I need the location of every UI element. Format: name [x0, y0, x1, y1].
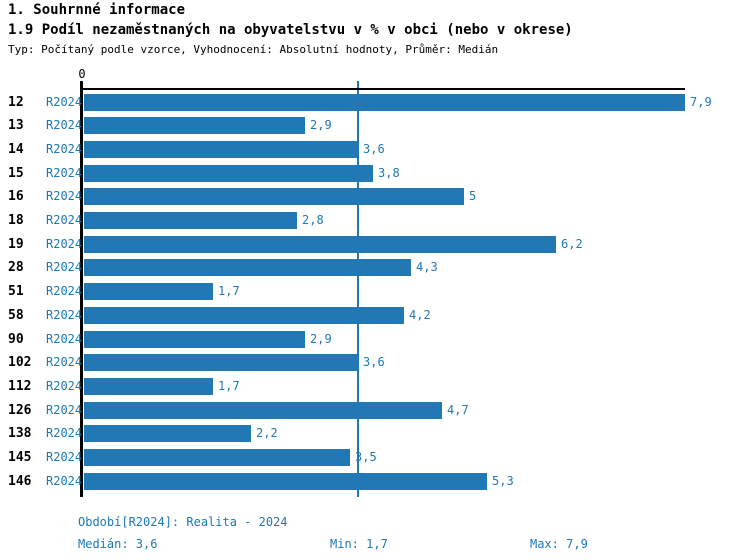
- row-series-label: R2024: [46, 118, 83, 132]
- row-category-label: 19: [8, 237, 24, 252]
- row-series-label: R2024: [46, 260, 83, 274]
- row-series-label: R2024: [46, 332, 83, 346]
- bar-value-label: 1,7: [218, 284, 240, 298]
- bar-value-label: 3,6: [363, 142, 385, 156]
- row-category-label: 58: [8, 308, 24, 323]
- row-series-label: R2024: [46, 426, 83, 440]
- row-category-label: 90: [8, 332, 24, 347]
- stat-max: Max: 7,9: [530, 537, 588, 551]
- bar-146: [84, 473, 487, 490]
- row-series-label: R2024: [46, 379, 83, 393]
- row-series-label: R2024: [46, 189, 83, 203]
- bar-12: [84, 94, 685, 111]
- bar-value-label: 7,9: [690, 95, 712, 109]
- report-section-title: 1. Souhrnné informace: [8, 2, 186, 18]
- bar-13: [84, 117, 305, 134]
- row-category-label: 14: [8, 142, 24, 157]
- stat-min: Min: 1,7: [330, 537, 388, 551]
- bar-value-label: 2,9: [310, 332, 332, 346]
- bar-14: [84, 141, 358, 158]
- row-category-label: 126: [8, 403, 32, 418]
- chart-meta-info: Typ: Počítaný podle vzorce, Vyhodnocení:…: [8, 43, 499, 56]
- row-category-label: 13: [8, 118, 24, 133]
- row-series-label: R2024: [46, 403, 83, 417]
- row-category-label: 146: [8, 474, 32, 489]
- x-axis-zero-tick-label: 0: [78, 67, 86, 81]
- row-category-label: 18: [8, 213, 24, 228]
- bar-58: [84, 307, 404, 324]
- row-series-label: R2024: [46, 450, 83, 464]
- bar-19: [84, 236, 556, 253]
- chart-title: 1.9 Podíl nezaměstnaných na obyvatelstvu…: [8, 22, 573, 38]
- row-category-label: 138: [8, 426, 32, 441]
- row-series-label: R2024: [46, 95, 83, 109]
- bar-28: [84, 259, 411, 276]
- bar-value-label: 4,7: [447, 403, 469, 417]
- row-series-label: R2024: [46, 166, 83, 180]
- row-category-label: 102: [8, 355, 32, 370]
- bar-51: [84, 283, 213, 300]
- bar-value-label: 1,7: [218, 379, 240, 393]
- bar-138: [84, 425, 251, 442]
- row-category-label: 28: [8, 260, 24, 275]
- row-series-label: R2024: [46, 308, 83, 322]
- bar-value-label: 4,3: [416, 260, 438, 274]
- row-category-label: 112: [8, 379, 32, 394]
- stat-median: Medián: 3,6: [78, 537, 158, 551]
- y-axis-line: [80, 81, 83, 497]
- bar-15: [84, 165, 373, 182]
- bar-112: [84, 378, 213, 395]
- bar-value-label: 3,8: [378, 166, 400, 180]
- bar-value-label: 2,2: [256, 426, 278, 440]
- row-series-label: R2024: [46, 142, 83, 156]
- bar-value-label: 2,8: [302, 213, 324, 227]
- bar-value-label: 6,2: [561, 237, 583, 251]
- bar-value-label: 3,6: [363, 355, 385, 369]
- bar-value-label: 4,2: [409, 308, 431, 322]
- bar-value-label: 2,9: [310, 118, 332, 132]
- row-series-label: R2024: [46, 355, 83, 369]
- row-series-label: R2024: [46, 474, 83, 488]
- bar-value-label: 5,3: [492, 474, 514, 488]
- row-category-label: 15: [8, 166, 24, 181]
- median-gridline: [357, 81, 359, 497]
- bar-90: [84, 331, 305, 348]
- row-series-label: R2024: [46, 284, 83, 298]
- bar-value-label: 3,5: [355, 450, 377, 464]
- bar-102: [84, 354, 358, 371]
- bar-18: [84, 212, 297, 229]
- bar-126: [84, 402, 442, 419]
- row-category-label: 16: [8, 189, 24, 204]
- period-legend: Období[R2024]: Realita - 2024: [78, 515, 288, 529]
- bar-value-label: 5: [469, 189, 477, 203]
- row-series-label: R2024: [46, 237, 83, 251]
- x-axis-top-line: [82, 88, 685, 90]
- bar-145: [84, 449, 350, 466]
- row-category-label: 12: [8, 95, 24, 110]
- row-series-label: R2024: [46, 213, 83, 227]
- row-category-label: 51: [8, 284, 24, 299]
- bar-16: [84, 188, 464, 205]
- row-category-label: 145: [8, 450, 32, 465]
